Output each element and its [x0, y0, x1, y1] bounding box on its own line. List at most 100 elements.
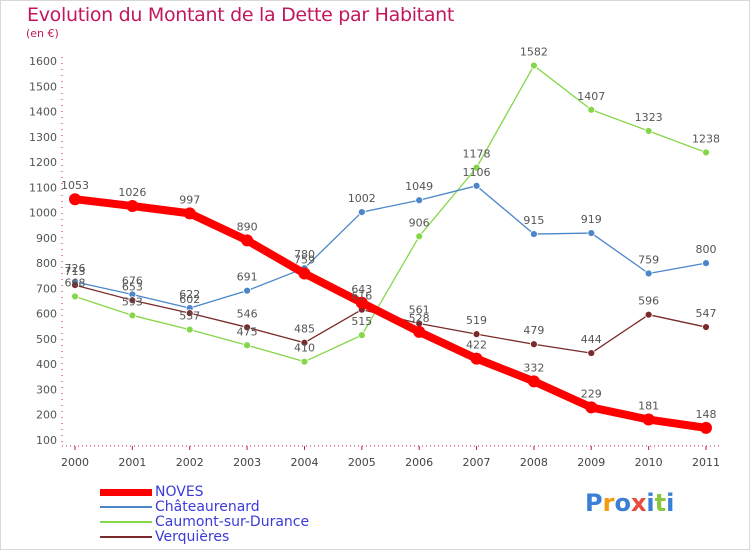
data-label: 422	[466, 339, 487, 352]
data-point	[69, 193, 81, 206]
data-label: 181	[638, 400, 659, 413]
data-label: 528	[409, 312, 430, 325]
data-point	[183, 207, 196, 220]
data-point	[530, 61, 538, 70]
data-label: 759	[294, 253, 315, 266]
data-point	[587, 105, 596, 114]
y-tick-label: 800	[36, 257, 57, 270]
data-point	[527, 375, 540, 388]
data-point	[415, 196, 424, 205]
data-label: 759	[638, 253, 659, 266]
data-point	[702, 259, 710, 268]
x-tick-label: 2002	[176, 456, 204, 469]
logo-letter: i	[666, 489, 675, 517]
data-label: 1106	[463, 166, 491, 179]
data-point	[472, 330, 481, 339]
legend-swatch-caumont	[100, 521, 152, 523]
x-tick-label: 2007	[463, 456, 491, 469]
y-tick-label: 1000	[29, 207, 57, 220]
x-tick-label: 2001	[118, 456, 146, 469]
data-point	[357, 208, 366, 216]
data-point	[644, 310, 653, 319]
data-label: 890	[237, 220, 258, 233]
data-label: 643	[351, 283, 372, 296]
x-tick-label: 2005	[348, 456, 376, 469]
data-label: 726	[65, 262, 86, 275]
legend-swatch-chateaurenard	[100, 506, 152, 508]
data-label: 919	[581, 213, 602, 226]
logo-letter: x	[630, 489, 647, 517]
data-label: 676	[122, 274, 143, 287]
data-label: 332	[523, 361, 544, 374]
data-point	[126, 200, 139, 213]
legend-label-verquieres: Verquières	[155, 529, 230, 545]
data-point	[357, 331, 366, 340]
logo-letter: o	[614, 489, 631, 517]
data-label: 547	[696, 307, 717, 320]
data-point	[587, 229, 596, 237]
logo-letter: P	[585, 489, 603, 517]
data-label: 1178	[463, 148, 491, 161]
data-point	[355, 296, 368, 309]
data-point	[128, 311, 137, 320]
y-tick-label: 1400	[29, 106, 57, 119]
data-label: 1049	[405, 180, 433, 193]
data-label: 546	[237, 307, 258, 320]
data-label: 1026	[118, 186, 146, 199]
data-label: 519	[466, 314, 487, 327]
data-point	[585, 401, 598, 414]
x-tick-label: 2000	[61, 456, 89, 469]
data-point	[530, 340, 538, 349]
data-point	[472, 163, 481, 172]
data-point	[642, 413, 655, 426]
y-tick-label: 200	[36, 409, 57, 422]
data-label: 915	[523, 214, 544, 227]
data-label: 561	[409, 304, 430, 317]
data-label: 713	[65, 265, 86, 278]
data-label: 780	[294, 248, 315, 261]
y-tick-label: 900	[36, 232, 57, 245]
x-tick-label: 2006	[405, 456, 433, 469]
data-point	[241, 234, 254, 247]
data-point	[587, 349, 596, 357]
data-point	[300, 357, 309, 366]
data-point	[702, 323, 710, 331]
data-label: 229	[581, 387, 602, 400]
y-tick-label: 1500	[29, 80, 57, 93]
series-line-2	[74, 64, 707, 363]
x-tick-label: 2008	[520, 456, 548, 469]
y-tick-label: 1300	[29, 131, 57, 144]
y-tick-label: 100	[36, 434, 57, 447]
logo-letter: t	[654, 489, 667, 517]
x-tick-label: 2010	[635, 456, 663, 469]
y-tick-label: 400	[36, 358, 57, 371]
data-point	[71, 292, 79, 301]
data-point	[700, 421, 712, 434]
data-label: 1407	[577, 90, 605, 103]
data-label: 148	[696, 408, 717, 421]
data-label: 1238	[692, 132, 720, 145]
legend-swatch-noves	[100, 489, 152, 496]
data-point	[185, 309, 194, 318]
data-point	[128, 296, 137, 305]
data-label: 906	[409, 216, 430, 229]
series-line-1	[74, 185, 707, 309]
data-label: 596	[638, 295, 659, 308]
data-label: 515	[351, 315, 372, 328]
series-line-0	[71, 195, 710, 432]
x-tick-label: 2003	[233, 456, 261, 469]
data-point	[298, 267, 311, 280]
data-label: 997	[179, 193, 200, 206]
proxiti-logo: Proxiti	[585, 489, 674, 517]
y-tick-label: 500	[36, 333, 57, 346]
y-tick-label: 1600	[29, 55, 57, 68]
logo-letter: r	[602, 489, 615, 517]
data-point	[702, 148, 710, 157]
y-tick-label: 700	[36, 282, 57, 295]
data-label: 485	[294, 323, 315, 336]
data-label: 800	[696, 243, 717, 256]
legend-label-noves: NOVES	[155, 484, 204, 500]
legend-label-chateaurenard: Châteaurenard	[155, 499, 260, 515]
data-label: 622	[179, 288, 200, 301]
